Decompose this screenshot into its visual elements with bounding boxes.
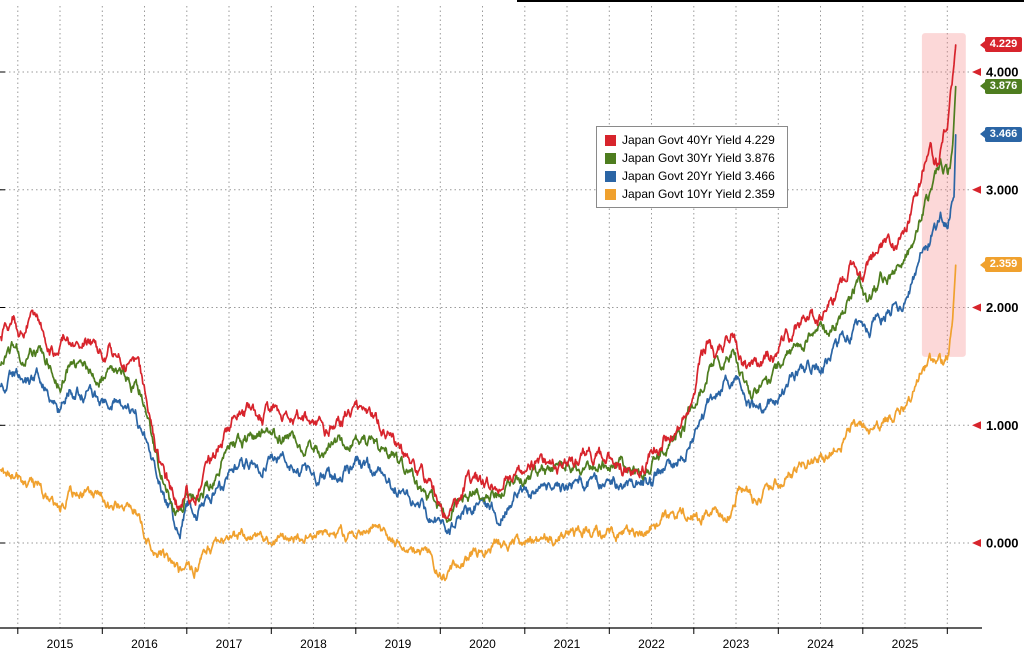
last-value-badge-40yr: 4.229: [980, 37, 1022, 52]
last-value-badge-20yr: 3.466: [980, 126, 1022, 142]
last-value-badge-10yr: 2.359: [980, 257, 1022, 273]
legend-swatch-20yr: [605, 170, 616, 182]
series-line-jgb20: [0, 134, 957, 540]
series-line-jgb10: [0, 264, 957, 582]
y-tick-label: 3.000: [986, 182, 1019, 197]
y-tick-label: 0.000: [986, 536, 1019, 551]
x-tick-label: 2015: [47, 637, 74, 651]
y-axis-arrow: [972, 68, 981, 76]
legend-swatch-30yr: [605, 152, 616, 164]
legend-label-20yr: Japan Govt 20Yr Yield 3.466: [622, 169, 775, 183]
legend-item-10yr: Japan Govt 10Yr Yield 2.359: [605, 187, 775, 201]
legend-item-30yr: Japan Govt 30Yr Yield 3.876: [605, 151, 775, 165]
legend: Japan Govt 40Yr Yield 4.229 Japan Govt 3…: [596, 126, 788, 208]
x-tick-label: 2024: [807, 637, 834, 651]
legend-swatch-40yr: [605, 134, 616, 146]
x-tick-label: 2018: [300, 637, 327, 651]
y-axis-arrow: [972, 421, 981, 430]
legend-swatch-10yr: [605, 188, 616, 200]
series-line-jgb40: [0, 44, 957, 520]
gridlines: [0, 6, 972, 628]
y-tick-label: 2.000: [986, 300, 1019, 315]
y-tick-label: 4.000: [986, 65, 1019, 80]
y-axis-arrow: [972, 303, 981, 312]
y-axis-arrow: [972, 185, 981, 194]
x-tick-label: 2025: [892, 637, 919, 651]
x-tick-label: 2022: [638, 637, 665, 651]
last-value-badge-30yr: 3.876: [980, 78, 1022, 94]
x-tick-label: 2023: [723, 637, 750, 651]
x-tick-label: 2019: [385, 637, 412, 651]
legend-label-10yr: Japan Govt 10Yr Yield 2.359: [622, 187, 775, 201]
series-line-jgb30: [0, 85, 957, 523]
x-tick-label: 2020: [469, 637, 496, 651]
x-tick-label: 2021: [554, 637, 581, 651]
x-tick-label: 2017: [216, 637, 243, 651]
y-axis-arrow: [972, 539, 981, 547]
x-tick-label: 2016: [131, 637, 158, 651]
y-tick-label: 1.000: [986, 418, 1019, 433]
legend-label-30yr: Japan Govt 30Yr Yield 3.876: [622, 151, 775, 165]
legend-item-20yr: Japan Govt 20Yr Yield 3.466: [605, 169, 775, 183]
legend-label-40yr: Japan Govt 40Yr Yield 4.229: [622, 133, 775, 147]
legend-item-40yr: Japan Govt 40Yr Yield 4.229: [605, 133, 775, 147]
top-border-line: [517, 0, 1024, 2]
